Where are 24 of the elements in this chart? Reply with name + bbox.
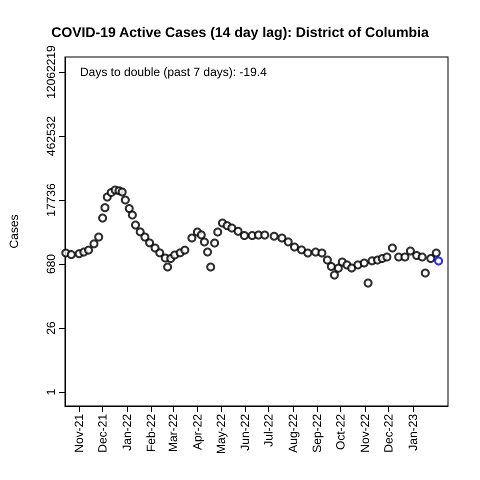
x-tick-label: Nov-22 xyxy=(358,414,372,453)
y-tick-label: 12062219 xyxy=(44,45,58,99)
x-tick-label: Jun-22 xyxy=(238,414,252,451)
x-tick-label: Feb-22 xyxy=(144,414,158,452)
x-tick-label: Apr-22 xyxy=(190,414,204,450)
x-tick-label: Jan-23 xyxy=(406,414,420,451)
x-tick-label: May-22 xyxy=(214,414,228,454)
x-tick-label: Dec-21 xyxy=(96,414,110,453)
chart-title: COVID-19 Active Cases (14 day lag): District of Columbia xyxy=(51,24,429,40)
x-tick-label: Sep-22 xyxy=(310,414,324,453)
x-tick-label: Oct-22 xyxy=(334,414,348,450)
x-tick-label: Mar-22 xyxy=(166,414,180,452)
annotation: Days to double (past 7 days): -19.4 xyxy=(80,65,268,79)
x-tick-label: Jan-22 xyxy=(120,414,134,451)
x-tick-label: Dec-22 xyxy=(381,414,396,453)
y-tick-label: 680 xyxy=(44,254,58,274)
y-tick-label: 1 xyxy=(44,388,58,396)
y-tick-label: 17736 xyxy=(44,183,58,217)
y-axis-title: Cases xyxy=(7,214,21,249)
y-tick-label: 26 xyxy=(44,321,58,335)
x-tick-label: Nov-21 xyxy=(72,414,86,453)
x-tick-label: Jul-22 xyxy=(262,414,276,447)
x-tick-label: Aug-22 xyxy=(286,414,300,453)
y-tick-label: 462532 xyxy=(44,116,58,156)
